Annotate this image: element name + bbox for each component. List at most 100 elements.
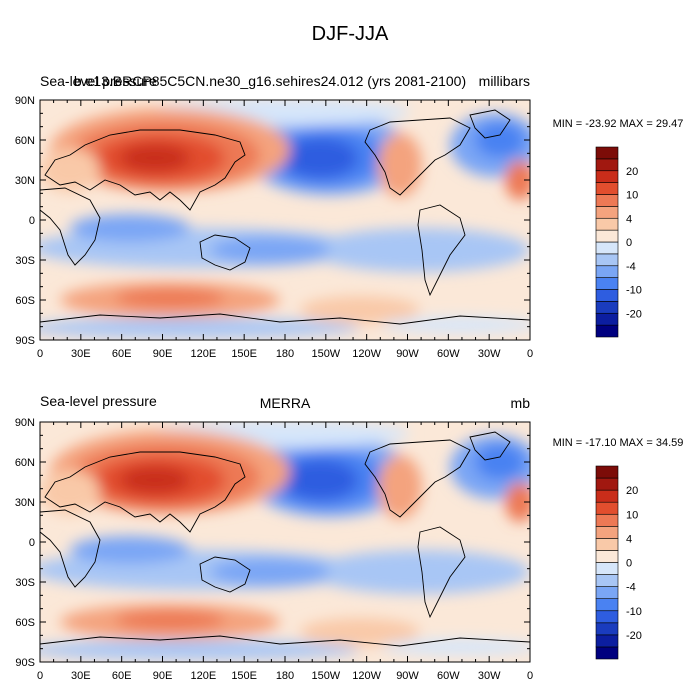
panel-bottom-minmax: MIN = -17.10 MAX = 34.59 xyxy=(553,437,684,449)
colorbar-swatch xyxy=(595,501,619,515)
colorbar-swatch xyxy=(595,598,619,612)
x-tick-label: 150E xyxy=(231,348,257,360)
x-tick-label: 30E xyxy=(71,348,91,360)
colorbar-swatch xyxy=(595,265,619,278)
colorbar-swatch xyxy=(595,277,619,290)
y-tick-label: 30N xyxy=(15,175,35,187)
colorbar-swatch xyxy=(595,622,619,636)
colorbar-swatch xyxy=(595,229,619,243)
panel-top-minmax: MIN = -23.92 MAX = 29.47 xyxy=(553,118,684,130)
colorbar-swatch xyxy=(595,538,619,551)
colorbar-swatch xyxy=(595,146,619,160)
y-tick-label: 30S xyxy=(15,255,35,267)
y-tick-label: 60N xyxy=(15,457,35,469)
colorbar-swatch xyxy=(595,170,619,183)
panel-top-center-title: b.e13.BRCP85C5CN.ne30_g16.sehires24.012 … xyxy=(74,73,466,89)
colorbar-swatch xyxy=(595,586,619,599)
colorbar-swatch xyxy=(595,562,619,575)
colorbar-label: -20 xyxy=(626,630,642,642)
colorbar-swatch xyxy=(595,312,619,326)
x-tick-label: 60W xyxy=(437,348,460,360)
x-tick-label: 60E xyxy=(112,348,132,360)
colorbar-swatch xyxy=(595,301,619,314)
x-tick-label: 90E xyxy=(153,348,173,360)
panel-bottom-map xyxy=(20,420,540,662)
colorbar-label: 4 xyxy=(626,533,632,545)
x-tick-label: 0 xyxy=(527,348,533,360)
panel-bottom-center-title: MERRA xyxy=(260,395,311,411)
colorbar-swatch xyxy=(595,526,619,539)
x-tick-label: 0 xyxy=(527,670,533,682)
panel-top-right-title: millibars xyxy=(479,73,530,89)
colorbar-label: 10 xyxy=(626,509,638,521)
panel-bottom-left-title: Sea-level pressure xyxy=(40,393,157,409)
figure-title: DJF-JJA xyxy=(312,23,389,45)
colorbar-swatch xyxy=(595,550,619,563)
y-tick-label: 60N xyxy=(15,135,35,147)
colorbar-swatch xyxy=(595,646,619,660)
colorbar-swatch xyxy=(595,194,619,207)
colorbar-label: -10 xyxy=(626,606,642,618)
colorbar-swatch xyxy=(595,513,619,527)
panel-top-axes: 0 30E 60E 90E 120E 150E 180 150W 120W 90W 60W 30W 09… xyxy=(15,95,533,360)
colorbar-label: 0 xyxy=(626,237,632,249)
y-tick-label: 90N xyxy=(15,417,35,429)
panel-bottom-right-title: mb xyxy=(511,395,531,411)
colorbar-swatch xyxy=(595,182,619,195)
y-tick-label: 90S xyxy=(15,335,35,347)
y-tick-label: 60S xyxy=(15,295,35,307)
panel-bottom-colorbar: 20 10 4 0 -4 -10 -20 xyxy=(595,465,642,660)
colorbar-swatch xyxy=(595,465,619,479)
x-tick-label: 30W xyxy=(478,348,501,360)
colorbar-label: 4 xyxy=(626,213,632,225)
y-tick-label: 0 xyxy=(29,215,35,227)
colorbar-label: -20 xyxy=(626,308,642,320)
x-tick-label: 180 xyxy=(276,348,294,360)
colorbar-swatch xyxy=(595,206,619,219)
y-tick-label: 0 xyxy=(29,537,35,549)
x-tick-label: 0 xyxy=(37,670,43,682)
x-tick-label: 150E xyxy=(231,670,257,682)
x-tick-label: 60E xyxy=(112,670,132,682)
x-tick-label: 30W xyxy=(478,670,501,682)
x-tick-label: 150W xyxy=(311,348,340,360)
colorbar-swatch xyxy=(595,610,619,624)
colorbar-swatch xyxy=(595,324,619,338)
x-tick-label: 30E xyxy=(71,670,91,682)
y-tick-label: 60S xyxy=(15,617,35,629)
panel-bottom-axes: 0 30E 60E 90E 120E 150E 180 150W 120W 90W 60W 30W 09… xyxy=(15,417,533,682)
colorbar-swatch xyxy=(595,217,619,231)
panel-top-map xyxy=(20,98,540,340)
colorbar-label: 20 xyxy=(626,166,638,178)
y-tick-label: 30N xyxy=(15,497,35,509)
x-tick-label: 60W xyxy=(437,670,460,682)
x-tick-label: 120W xyxy=(352,348,381,360)
colorbar-swatch xyxy=(595,158,619,172)
x-tick-label: 90W xyxy=(396,348,419,360)
colorbar-label: -4 xyxy=(626,261,636,273)
x-tick-label: 0 xyxy=(37,348,43,360)
colorbar-label: 20 xyxy=(626,485,638,497)
colorbar-label: -4 xyxy=(626,582,636,594)
panel-top-left-title: Sea-level pressure xyxy=(40,73,157,89)
x-tick-label: 120E xyxy=(190,348,216,360)
y-tick-label: 90N xyxy=(15,95,35,107)
x-tick-label: 120W xyxy=(352,670,381,682)
colorbar-swatch xyxy=(595,289,619,302)
colorbar-label: -10 xyxy=(626,285,642,297)
panel-top: Sea-level pressure b.e13.BRCP85C5CN.ne30… xyxy=(15,73,684,360)
panel-bottom: Sea-level pressure MERRA mb 0 30E 60E 90E 12… xyxy=(15,393,684,682)
colorbar-swatch xyxy=(595,634,619,648)
x-tick-label: 120E xyxy=(190,670,216,682)
x-tick-label: 180 xyxy=(276,670,294,682)
colorbar-label: 0 xyxy=(626,558,632,570)
x-tick-label: 150W xyxy=(311,670,340,682)
x-tick-label: 90E xyxy=(153,670,173,682)
y-tick-label: 90S xyxy=(15,657,35,669)
x-tick-label: 90W xyxy=(396,670,419,682)
colorbar-swatch xyxy=(595,574,619,587)
colorbar-swatch xyxy=(595,477,619,491)
y-tick-label: 30S xyxy=(15,577,35,589)
colorbar-swatch xyxy=(595,241,619,255)
